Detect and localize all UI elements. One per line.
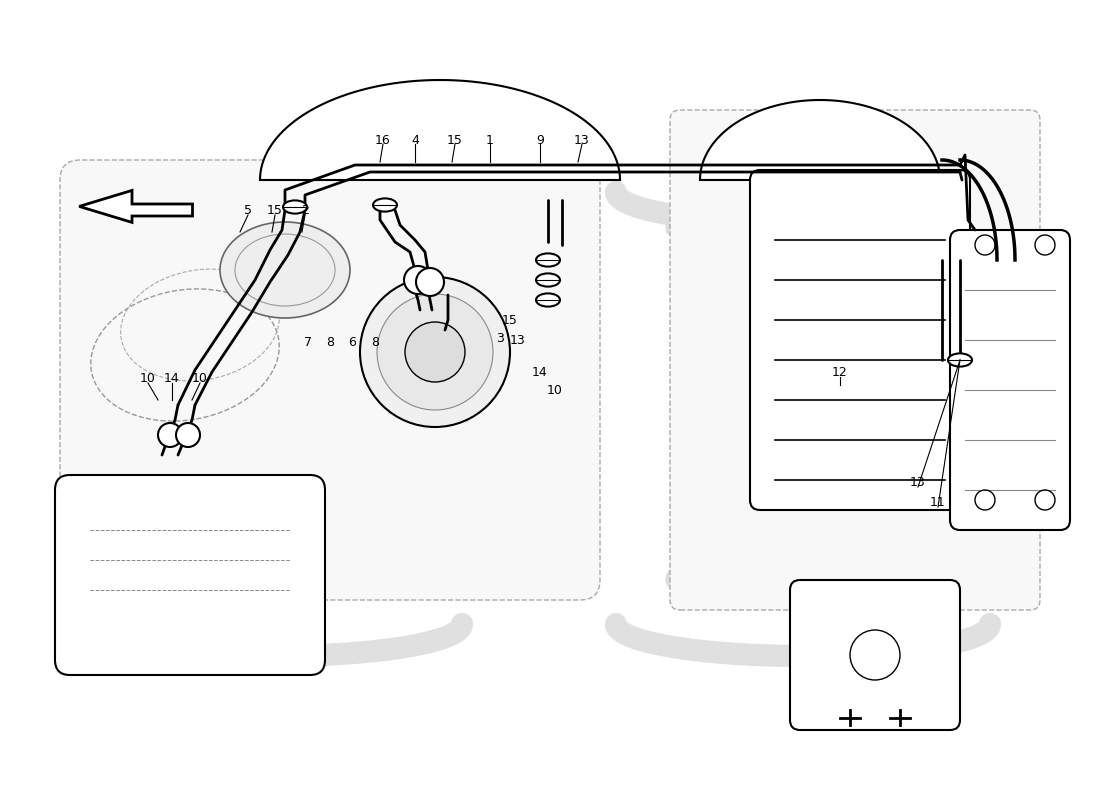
Text: 10: 10: [547, 383, 563, 397]
Polygon shape: [260, 80, 620, 180]
FancyBboxPatch shape: [60, 160, 600, 600]
Ellipse shape: [373, 198, 397, 212]
Text: 8: 8: [371, 335, 380, 349]
Ellipse shape: [220, 222, 350, 318]
Text: 15: 15: [447, 134, 463, 146]
Ellipse shape: [176, 423, 200, 447]
Text: 1: 1: [486, 134, 494, 146]
Text: 7: 7: [304, 335, 312, 349]
FancyBboxPatch shape: [670, 110, 1040, 610]
Ellipse shape: [405, 322, 465, 382]
Ellipse shape: [416, 268, 444, 296]
Ellipse shape: [536, 254, 560, 266]
Text: 2: 2: [301, 203, 309, 217]
Text: 9: 9: [536, 134, 543, 146]
Text: 16: 16: [375, 134, 390, 146]
Ellipse shape: [850, 630, 900, 680]
Polygon shape: [79, 190, 192, 222]
Ellipse shape: [377, 294, 493, 410]
Ellipse shape: [158, 423, 182, 447]
Text: 3: 3: [496, 331, 504, 345]
Polygon shape: [700, 100, 940, 180]
Ellipse shape: [536, 294, 560, 306]
FancyBboxPatch shape: [790, 580, 960, 730]
Text: 11: 11: [931, 495, 946, 509]
Ellipse shape: [536, 274, 560, 286]
Text: 10: 10: [140, 371, 156, 385]
Text: eurospares: eurospares: [113, 203, 371, 245]
Text: 13: 13: [574, 134, 590, 146]
Text: 12: 12: [832, 366, 848, 378]
Ellipse shape: [404, 266, 432, 294]
Text: 5: 5: [244, 203, 252, 217]
Text: eurospares: eurospares: [663, 555, 921, 597]
FancyBboxPatch shape: [750, 170, 970, 510]
Text: 4: 4: [411, 134, 419, 146]
Ellipse shape: [948, 354, 972, 366]
Text: 13: 13: [510, 334, 526, 346]
FancyBboxPatch shape: [950, 230, 1070, 530]
FancyBboxPatch shape: [55, 475, 324, 675]
Text: 15: 15: [267, 203, 283, 217]
Text: eurospares: eurospares: [663, 203, 921, 245]
Ellipse shape: [360, 277, 510, 427]
Text: eurospares: eurospares: [113, 555, 371, 597]
Text: 8: 8: [326, 335, 334, 349]
Text: 14: 14: [164, 371, 180, 385]
Text: 6: 6: [348, 335, 356, 349]
Text: 15: 15: [502, 314, 518, 326]
Ellipse shape: [283, 200, 307, 214]
Text: 14: 14: [532, 366, 548, 378]
Text: 10: 10: [192, 371, 208, 385]
Text: 13: 13: [910, 475, 926, 489]
